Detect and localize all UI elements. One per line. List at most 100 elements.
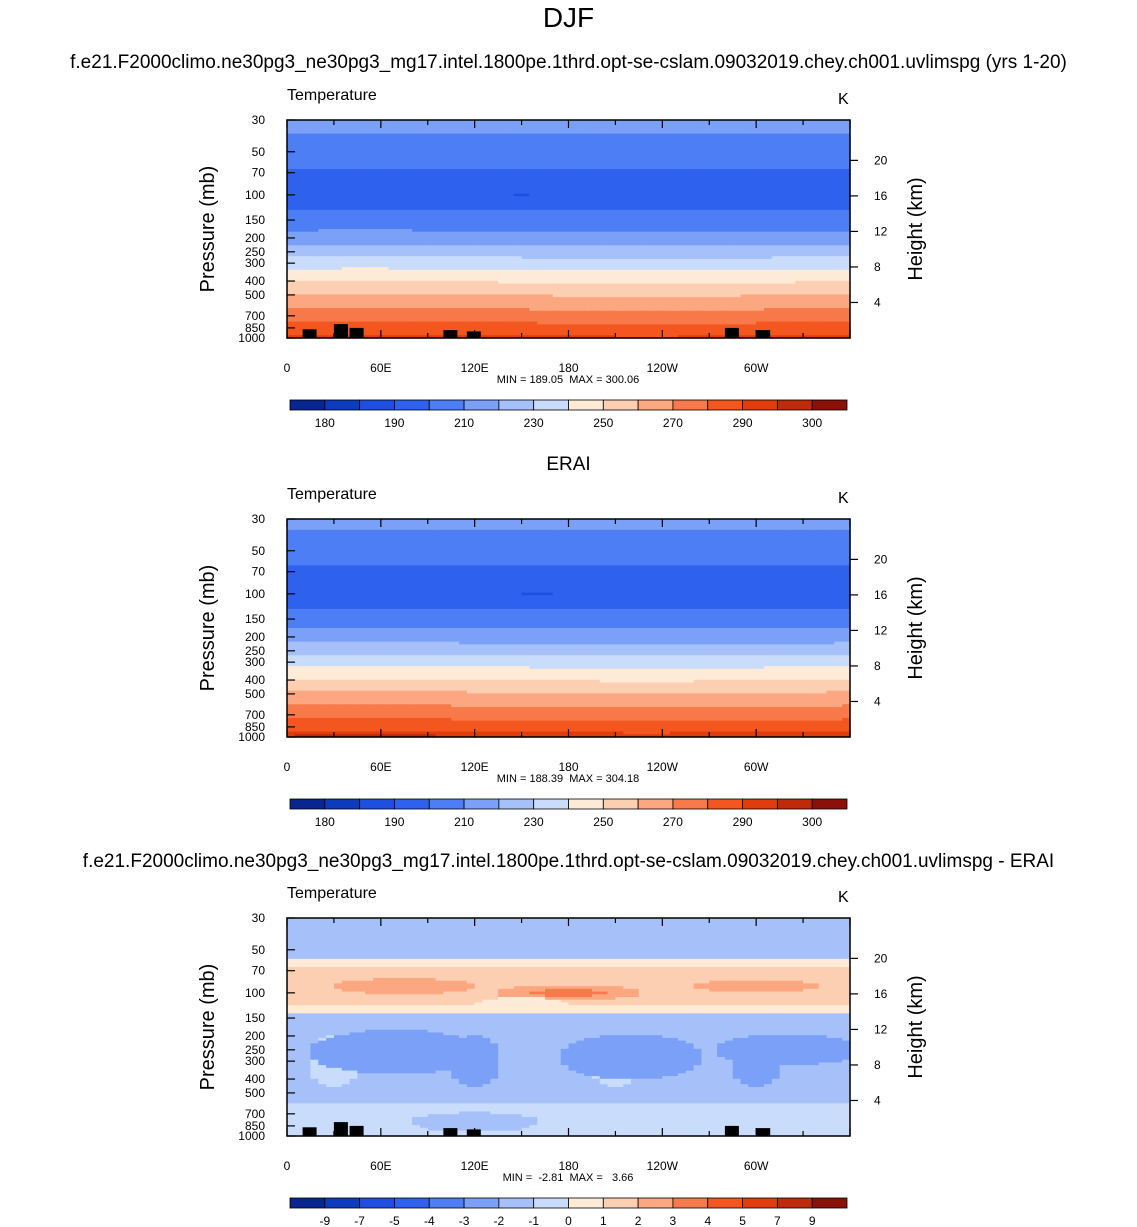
- contour-cell: [756, 147, 765, 151]
- contour-cell: [294, 237, 304, 241]
- contour-cell: [740, 245, 749, 249]
- contour-cell: [505, 163, 515, 167]
- contour-cell: [631, 269, 640, 274]
- contour-cell: [740, 139, 749, 143]
- contour-cell: [685, 177, 695, 181]
- contour-cell: [748, 185, 757, 189]
- contour-cell: [740, 226, 749, 230]
- contour-cell: [490, 212, 499, 216]
- contour-cell: [842, 152, 851, 157]
- contour-cell: [419, 220, 429, 225]
- contour-cell: [380, 223, 390, 227]
- contour-cell: [552, 229, 562, 233]
- contour-cell: [795, 250, 804, 255]
- contour-cell: [701, 223, 710, 227]
- contour-cell: [670, 120, 679, 124]
- contour-cell: [599, 220, 609, 225]
- contour-cell: [529, 120, 538, 124]
- contour-cell: [818, 250, 828, 255]
- contour-cell: [498, 212, 507, 216]
- contour-cell: [732, 253, 742, 257]
- contour-cell: [560, 139, 570, 143]
- contour-cell: [388, 207, 398, 211]
- contour-cell: [419, 207, 429, 211]
- contour-cell: [545, 147, 554, 151]
- contour-cell: [638, 237, 648, 241]
- contour-cell: [576, 226, 585, 230]
- contour-cell: [810, 288, 820, 293]
- contour-cell: [443, 218, 452, 222]
- contour-cell: [466, 269, 476, 274]
- contour-cell: [756, 128, 765, 132]
- contour-cell: [380, 237, 390, 241]
- contour-cell: [380, 171, 390, 176]
- contour-cell: [623, 261, 632, 266]
- contour-cell: [599, 258, 609, 263]
- contour-cell: [631, 256, 640, 260]
- contour-cell: [412, 288, 421, 293]
- contour-cell: [717, 283, 726, 287]
- contour-cell: [795, 229, 804, 233]
- contour-cell: [388, 155, 398, 159]
- contour-cell: [396, 152, 405, 157]
- contour-cell: [842, 133, 851, 137]
- contour-cell: [826, 269, 835, 274]
- contour-cell: [662, 278, 671, 282]
- contour-cell: [326, 275, 335, 279]
- contour-cell: [685, 120, 695, 124]
- contour-cell: [349, 125, 358, 129]
- contour-cell: [834, 158, 843, 162]
- contour-cell: [576, 166, 585, 170]
- contour-cell: [670, 291, 679, 296]
- contour-cell: [584, 258, 593, 263]
- contour-cell: [435, 204, 444, 208]
- contour-cell: [677, 267, 687, 271]
- contour-cell: [756, 267, 765, 271]
- contour-cell: [654, 122, 663, 127]
- contour-cell: [599, 226, 609, 230]
- contour-cell: [365, 297, 374, 301]
- contour-cell: [654, 237, 663, 241]
- contour-cell: [552, 190, 562, 195]
- contour-cell: [568, 239, 577, 244]
- contour-cell: [842, 155, 851, 159]
- contour-cell: [419, 158, 429, 162]
- contour-cell: [529, 226, 538, 230]
- contour-cell: [318, 125, 327, 129]
- contour-cell: [560, 258, 570, 263]
- contour-cell: [709, 294, 718, 298]
- contour-cell: [779, 128, 789, 132]
- contour-cell: [591, 209, 601, 214]
- contour-cell: [294, 283, 304, 287]
- contour-cell: [615, 128, 624, 132]
- contour-cell: [529, 297, 538, 301]
- contour-cell: [670, 218, 679, 222]
- contour-cell: [787, 258, 796, 263]
- contour-cell: [435, 226, 444, 230]
- contour-cell: [623, 256, 632, 260]
- contour-cell: [701, 288, 710, 293]
- contour-cell: [427, 128, 437, 132]
- contour-cell: [326, 302, 335, 306]
- contour-cell: [474, 267, 484, 271]
- contour-cell: [474, 204, 484, 208]
- contour-cell: [529, 272, 538, 276]
- contour-cell: [560, 128, 570, 132]
- contour-cell: [294, 171, 304, 176]
- contour-cell: [787, 204, 796, 208]
- contour-cell: [631, 275, 640, 279]
- contour-cell: [451, 207, 460, 211]
- contour-cell: [599, 305, 609, 309]
- contour-cell: [294, 144, 304, 148]
- contour-cell: [842, 223, 851, 227]
- contour-cell: [349, 294, 358, 298]
- contour-cell: [677, 122, 687, 127]
- contour-cell: [482, 253, 491, 257]
- contour-cell: [607, 231, 617, 236]
- contour-cell: [505, 177, 515, 181]
- contour-cell: [826, 141, 835, 146]
- contour-cell: [623, 215, 632, 219]
- contour-cell: [373, 215, 382, 219]
- contour-cell: [818, 256, 828, 260]
- contour-cell: [615, 291, 624, 296]
